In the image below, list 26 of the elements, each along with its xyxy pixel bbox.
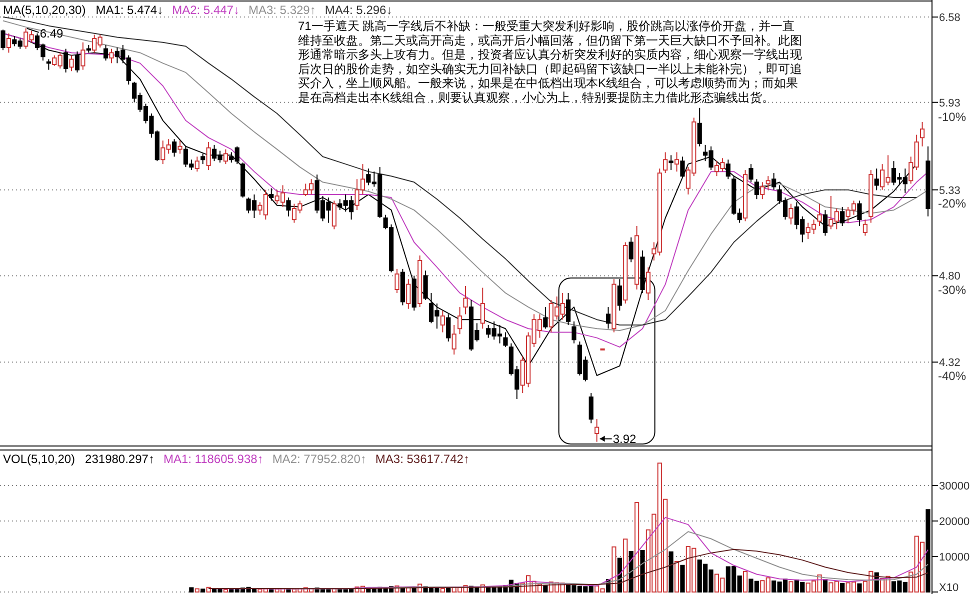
y-tick-label: 20000 [939,516,970,528]
y2-tick-label: -20% [938,196,966,210]
y-tick-label: 30000 [939,480,970,492]
annotation: 3.92 [612,432,637,446]
y-tick-label: X10 [939,582,959,594]
y-tick-label: 6.58 [939,12,960,24]
y2-tick-label: -40% [938,369,966,384]
y-tick-label: 10000 [939,552,970,564]
y-tick-label: 4.80 [939,270,960,283]
y-tick-label: 5.93 [939,97,960,110]
text: MA2: 5.447↓ [172,3,240,17]
text: 231980.297↑ [85,452,154,466]
text: MA1: 118605.938↑ [163,452,264,466]
text: MA2: 77952.820↑ [272,452,366,466]
annotation: 6.49 [40,26,64,40]
text: MA1: 5.474↓ [96,3,164,17]
chart-title: MA(5,10,20,30) [3,3,86,17]
y-tick-label: 4.32 [939,357,960,370]
y2-tick-label: -10% [938,110,966,124]
chart-title: VOL(5,10,20) [3,452,76,466]
text: MA3: 5.329↑ [248,3,316,17]
text: MA3: 53617.742↑ [375,452,470,466]
text: MA4: 5.296↓ [324,3,392,17]
y-tick-label: 5.33 [939,184,960,197]
annotation: 71一手遮天 跳高一字线后不补缺：一般受重大突发利好影响，股价跳高以涨停价开盘，并一直维持至收盘。第二天或高开高走，或高开后小幅回落，但仍留下第一天巨大缺口不予回补。此图形通常暗示多头上攻有力。但是，投资者应认真分析突发利好的实质内容，细心观察一字线出现后次日的股价走势，如空头确实无力回补缺口（即起码留下该缺口一半以上未能补完），即可追买介入，坐上顺风船。一般来说，如果是在中低档出现本K线组合，可以考虑顺势而为；而如果是在高档走出本K线组合，则要认真观察，小心为上，特别要提防主力借此形态骗线出货。 [298,19,802,104]
y2-tick-label: -30% [938,282,966,297]
